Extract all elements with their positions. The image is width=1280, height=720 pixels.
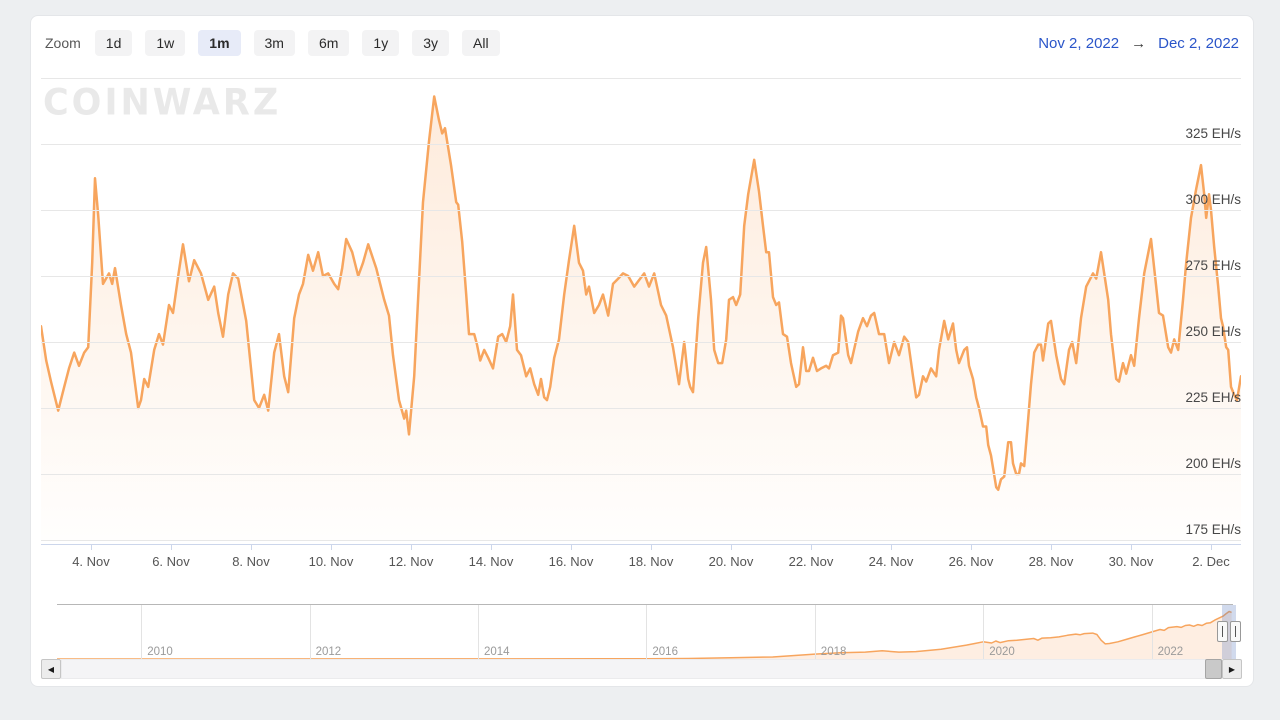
gridline-225 xyxy=(41,408,1241,409)
main-chart-plot-area[interactable]: COINWARZ 325 EH/s 300 EH/s 275 EH/s 250 EH/… xyxy=(41,78,1241,545)
navigator[interactable]: 2010 2012 2014 2016 2018 2020 2022 xyxy=(57,604,1241,659)
x-axis-label-24: 26. Nov xyxy=(948,554,994,569)
x-axis-label-16: 18. Nov xyxy=(628,554,674,569)
navigator-line xyxy=(57,610,1232,659)
zoom-button-1y[interactable]: 1y xyxy=(362,29,400,57)
zoom-button-1m[interactable]: 1m xyxy=(198,29,241,57)
x-axis-label-18: 20. Nov xyxy=(708,554,754,569)
x-axis-tick-4 xyxy=(171,544,172,550)
x-axis-label-6: 8. Nov xyxy=(232,554,270,569)
x-axis-label-20: 22. Nov xyxy=(788,554,834,569)
hashrate-area-series xyxy=(41,95,1241,540)
navigator-gridline-2018 xyxy=(814,605,816,659)
scroll-right-icon: ▶ xyxy=(1228,664,1236,674)
navigator-fill xyxy=(57,611,1232,659)
navigator-selected-range[interactable] xyxy=(1222,605,1236,659)
scrollbar-thumb[interactable] xyxy=(1205,659,1222,679)
scrollbar-track[interactable] xyxy=(61,659,1222,679)
gridline-200 xyxy=(41,474,1241,475)
gridline-250 xyxy=(41,342,1241,343)
x-axis-label-28: 30. Nov xyxy=(1108,554,1154,569)
x-axis-tick-16 xyxy=(651,544,652,550)
navigator-year-label-2010: 2010 xyxy=(147,646,173,658)
zoom-button-all[interactable]: All xyxy=(462,29,500,57)
navigator-left-handle[interactable] xyxy=(1217,621,1229,642)
x-axis-tick-14 xyxy=(571,544,572,550)
navigator-gridline-2012 xyxy=(309,605,311,659)
zoom-button-1w[interactable]: 1w xyxy=(145,29,186,57)
x-axis-tick-10 xyxy=(411,544,412,550)
navigator-year-label-2014: 2014 xyxy=(484,646,510,658)
y-axis-label-325: 325 EH/s xyxy=(1185,126,1241,141)
range-arrow-icon: → xyxy=(1131,34,1147,52)
zoom-button-3m[interactable]: 3m xyxy=(253,29,295,57)
range-end-input[interactable]: Dec 2, 2022 xyxy=(1158,34,1239,52)
y-axis-label-200: 200 EH/s xyxy=(1185,456,1241,471)
range-selector-toolbar: Zoom 1d 1w 1m 3m 6m 1y 3y All Nov 2, 2022 → Dec… xyxy=(45,28,1239,58)
x-axis-label-22: 24. Nov xyxy=(868,554,914,569)
x-axis-tick-20 xyxy=(811,544,812,550)
coinwarz-watermark: COINWARZ xyxy=(43,82,282,124)
navigator-year-label-2018: 2018 xyxy=(820,646,847,658)
handle-grip-icon xyxy=(1222,626,1224,637)
navigator-gridline-2016 xyxy=(646,605,648,659)
y-axis-label-300: 300 EH/s xyxy=(1185,192,1241,207)
x-axis-label-2: 4. Nov xyxy=(72,554,110,569)
x-axis: 4. Nov 6. Nov 8. Nov 10. Nov 12. Nov 14. Nov 1… xyxy=(41,544,1241,584)
x-axis-label-4: 6. Nov xyxy=(152,554,190,569)
gridline-350 xyxy=(41,78,1241,79)
x-axis-tick-18 xyxy=(731,544,732,550)
gridline-325 xyxy=(41,144,1241,145)
chart-card: Zoom 1d 1w 1m 3m 6m 1y 3y All Nov 2, 2022 → Dec… xyxy=(30,15,1254,687)
x-axis-label-26: 28. Nov xyxy=(1028,554,1074,569)
x-axis-label-10: 12. Nov xyxy=(388,554,434,569)
y-axis-label-275: 275 EH/s xyxy=(1185,258,1241,273)
navigator-right-handle[interactable] xyxy=(1229,621,1241,642)
navigator-gridline-2014 xyxy=(478,605,479,659)
x-axis-tick-22 xyxy=(891,544,892,550)
navigator-year-label-2020: 2020 xyxy=(989,646,1015,658)
x-axis-label-12: 14. Nov xyxy=(468,554,514,569)
range-start-input[interactable]: Nov 2, 2022 xyxy=(1038,34,1120,52)
x-axis-label-30: 2. Dec xyxy=(1192,554,1230,569)
x-axis-tick-2 xyxy=(91,544,92,550)
y-axis-label-250: 250 EH/s xyxy=(1185,324,1241,339)
date-range: Nov 2, 2022 → Dec 2, 2022 xyxy=(1038,35,1239,52)
navigator-series xyxy=(57,610,1232,659)
gridline-275 xyxy=(41,276,1241,277)
navigator-gridline-2020 xyxy=(983,605,985,659)
x-axis-label-14: 16. Nov xyxy=(548,554,594,569)
scrollbar-right-button[interactable]: ▶ xyxy=(1222,659,1242,679)
x-axis-label-8: 10. Nov xyxy=(308,554,354,569)
x-axis-tick-30 xyxy=(1211,544,1212,550)
zoom-button-3y[interactable]: 3y xyxy=(412,29,450,57)
zoom-button-1d[interactable]: 1d xyxy=(94,29,133,57)
zoom-button-6m[interactable]: 6m xyxy=(307,29,350,57)
x-axis-tick-26 xyxy=(1051,544,1052,550)
series-line xyxy=(41,95,1241,492)
x-axis-tick-28 xyxy=(1131,544,1132,550)
navigator-year-label-2022: 2022 xyxy=(1157,646,1184,658)
scrollbar-left-button[interactable]: ◀ xyxy=(41,659,61,679)
series-fill xyxy=(41,96,1241,540)
handle-grip-icon xyxy=(1234,626,1236,637)
navigator-year-label-2016: 2016 xyxy=(652,646,678,658)
range-selector-buttons: 1d 1w 1m 3m 6m 1y 3y All xyxy=(94,29,500,57)
x-axis-tick-8 xyxy=(331,544,332,550)
y-axis-label-225: 225 EH/s xyxy=(1185,390,1241,405)
x-axis-tick-24 xyxy=(971,544,972,550)
navigator-gridline-2022 xyxy=(1151,605,1153,659)
y-axis-label-175: 175 EH/s xyxy=(1185,522,1241,537)
x-axis-tick-6 xyxy=(251,544,252,550)
gridline-175 xyxy=(41,540,1241,541)
navigator-gridline-2010 xyxy=(141,605,143,659)
gridline-300 xyxy=(41,210,1241,211)
zoom-label: Zoom xyxy=(45,35,81,51)
scroll-left-icon: ◀ xyxy=(47,664,55,674)
navigator-year-label-2012: 2012 xyxy=(315,646,342,658)
x-axis-tick-12 xyxy=(491,544,492,550)
